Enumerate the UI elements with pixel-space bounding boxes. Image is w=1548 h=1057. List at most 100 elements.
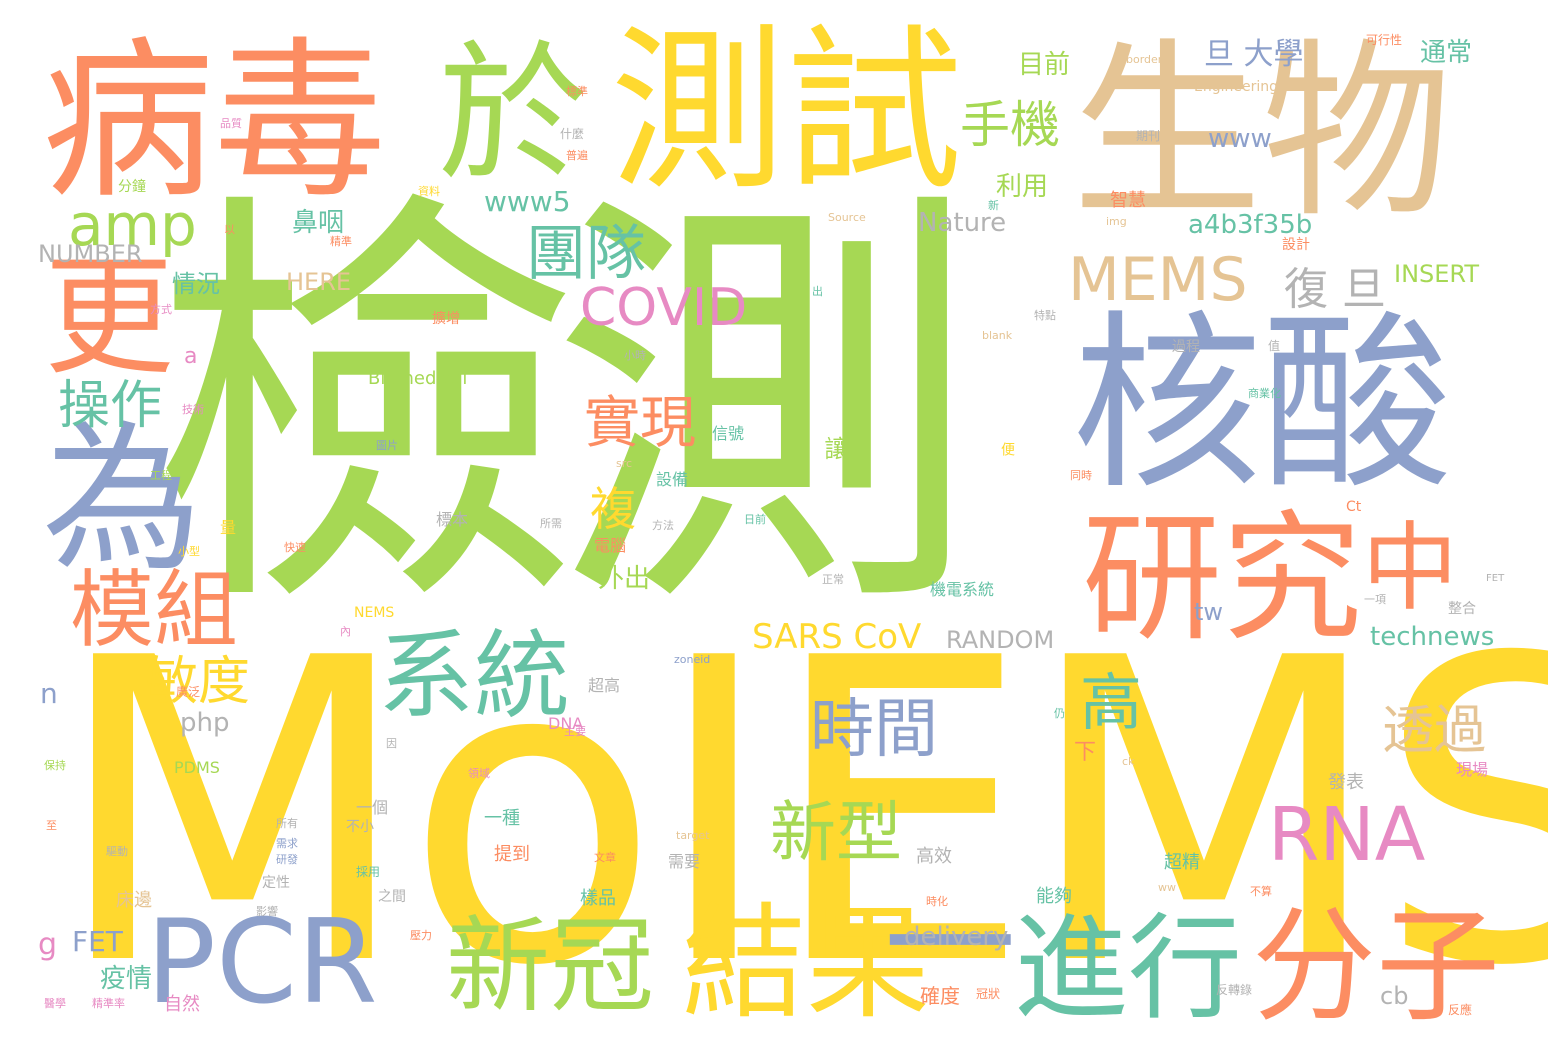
word-lingyu: 領域 <box>468 767 490 780</box>
word-waichu: 外出 <box>598 564 651 594</box>
word-liang: 量 <box>220 518 237 537</box>
word-jingzhunlv: 精準率 <box>92 997 125 1010</box>
word-zoneid: zoneid <box>674 653 711 666</box>
word-qikan: 期刊 <box>1136 129 1161 143</box>
word-pcr: PCR <box>146 895 378 1030</box>
word-nature: Nature <box>918 208 1007 238</box>
word-delivery: delivery <box>904 922 1009 952</box>
word-caiyong: 採用 <box>356 865 381 879</box>
word-ct: Ct <box>1346 499 1362 515</box>
word-fanying: 反應 <box>1448 1003 1473 1017</box>
word-insert: INSERT <box>1394 260 1480 288</box>
word-gongcheng: 工程 <box>150 469 172 482</box>
word-hesuan: 核酸 <box>1072 294 1453 515</box>
word-baochi: 保持 <box>44 759 66 772</box>
word-dandaxue: 旦 大學 <box>1204 37 1304 72</box>
word-busuan: 不算 <box>1250 885 1272 898</box>
word-chuangbian: 床邊 <box>116 890 152 911</box>
word-img: img <box>1106 215 1127 228</box>
word-ww: ww <box>1158 881 1176 894</box>
word-xiaoxing: 小型 <box>178 545 200 558</box>
word-shebei: 設備 <box>656 470 689 489</box>
word-yizhong: 一種 <box>484 808 520 829</box>
word-yali: 壓力 <box>410 929 432 942</box>
word-target: target <box>676 829 710 842</box>
word-chaogao: 超高 <box>588 676 621 695</box>
word-xinguan: 新冠 <box>446 905 655 1027</box>
word-zhijian: 之間 <box>378 889 406 905</box>
word-quedu: 確度 <box>920 984 960 1008</box>
word-diannao: 電腦 <box>594 536 627 555</box>
word-shihua: 時化 <box>926 895 948 908</box>
word-source: Source <box>828 211 866 224</box>
word-kuozeng: 擴增 <box>432 311 460 327</box>
word-mems: MEMS <box>1068 245 1248 315</box>
word-zhuyao: 主要 <box>564 725 586 738</box>
word-rang: 讓 <box>820 436 848 460</box>
word-src: src <box>616 457 633 470</box>
word-nems: NEMS <box>354 605 395 621</box>
word-www: www <box>1208 124 1272 154</box>
word-number: NUMBER <box>38 240 143 268</box>
word-biomedical: Biomedical <box>368 368 468 389</box>
word-guanzhuang: 冠狀 <box>976 987 1001 1001</box>
word-fangfa: 方法 <box>652 519 674 532</box>
word-jingzhun: 精準 <box>330 235 352 248</box>
word-yi: 一 <box>884 869 1016 1023</box>
word-ziran: 自然 <box>164 994 200 1015</box>
word-biyan: 鼻咽 <box>292 208 345 238</box>
word-tuandui: 團隊 <box>526 219 646 289</box>
word-php: php <box>180 708 230 738</box>
word-caozuo: 操作 <box>58 376 163 436</box>
word-jishu: 技術 <box>182 403 204 416</box>
word-blank: blank <box>982 329 1013 342</box>
word-xiaoshi: 小時 <box>624 349 646 362</box>
word-shangyehua: 商業化 <box>1248 387 1281 400</box>
word-yixiang: 一項 <box>1364 593 1386 606</box>
word-fet-small: FET <box>1486 573 1505 584</box>
word-shixian: 實現 <box>584 391 696 456</box>
word-jidianxitong: 機電系統 <box>930 580 995 599</box>
word-cb: cb <box>1380 982 1409 1010</box>
word-technews: technews <box>1370 622 1495 652</box>
word-mozu: 模組 <box>70 561 239 659</box>
word-kuaisu: 快速 <box>284 541 306 554</box>
word-guangfan: 廣泛 <box>176 685 201 699</box>
word-yixue: 醫學 <box>44 997 66 1010</box>
word-muqian: 目前 <box>1018 50 1071 80</box>
word-fenzi: 分子 <box>1252 895 1501 1039</box>
word-fanzhuanlu: 反轉錄 <box>1216 983 1253 997</box>
word-xianchang: 現場 <box>1456 760 1489 779</box>
word-jinxing: 進行 <box>1014 902 1243 1035</box>
word-bian: 便 <box>999 442 1015 456</box>
word-shouji: 手機 <box>960 96 1060 154</box>
word-guocheng: 過程 <box>1172 339 1200 355</box>
word-zhong: 中 <box>1362 512 1458 624</box>
word-zhenghe: 整合 <box>1448 601 1476 617</box>
word-zhihui: 智慧 <box>1110 190 1146 211</box>
word-border: border <box>1126 53 1163 66</box>
word-yiqing: 疫情 <box>100 964 153 994</box>
word-yanfa: 研發 <box>276 853 298 866</box>
word-yu: 於 <box>438 28 589 202</box>
word-yangpin: 樣品 <box>580 888 616 909</box>
word-tidao: 提到 <box>494 844 530 865</box>
word-yingxiang: 影響 <box>256 905 278 918</box>
word-shenme: 什麼 <box>560 127 585 141</box>
word-geng: 更 <box>44 241 175 393</box>
word-pubian: 普遍 <box>566 149 588 162</box>
word-ceshi: 測試 <box>610 9 963 214</box>
word-zhi: 值 <box>1268 339 1281 353</box>
word-pdms: PDMS <box>174 758 220 777</box>
word-touguo: 透過 <box>1382 701 1487 761</box>
word-gaoxiao: 高效 <box>916 846 952 867</box>
word-biaoben: 標本 <box>436 510 469 529</box>
word-liyong: 利用 <box>996 172 1049 202</box>
word-sarscov: SARS CoV <box>752 617 922 657</box>
word-rna: RNA <box>1268 792 1426 878</box>
word-qudong: 驅動 <box>106 845 128 858</box>
word-mindu: 敏度 <box>146 652 251 712</box>
word-pinzhi: 品質 <box>220 117 242 130</box>
word-suoyou: 所有 <box>276 817 298 830</box>
